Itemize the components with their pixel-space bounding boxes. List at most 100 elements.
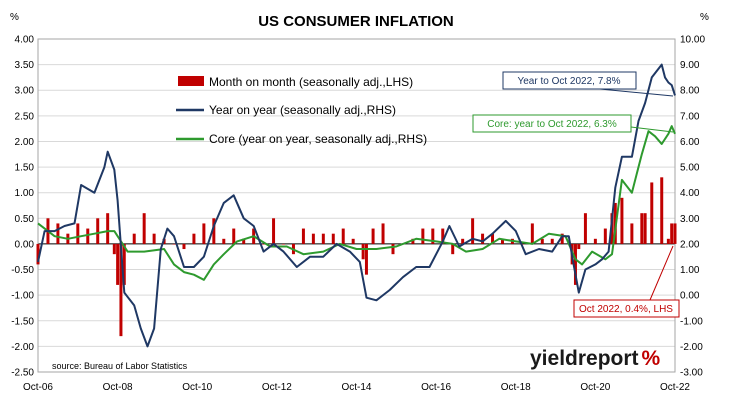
left-tick-label: -2.50 <box>11 368 34 379</box>
callout-core-text: Core: year to Oct 2022, 6.3% <box>487 119 617 130</box>
x-tick-label: Oct-12 <box>262 382 292 393</box>
mom-bar <box>666 238 670 244</box>
mom-bar <box>119 243 123 337</box>
mom-bar <box>643 213 647 244</box>
right-tick-label: 3.00 <box>680 214 700 225</box>
mom-bar <box>36 243 40 265</box>
x-tick-label: Oct-06 <box>23 382 53 393</box>
mom-bar <box>411 238 415 244</box>
mom-bar <box>451 243 455 255</box>
mom-bar <box>491 233 495 244</box>
mom-bar <box>500 238 504 244</box>
mom-bar <box>583 213 587 244</box>
mom-bar <box>660 177 664 244</box>
mom-bar <box>640 213 644 244</box>
month-on-month-bars <box>36 177 677 337</box>
right-tick-label: 9.00 <box>680 60 700 71</box>
mom-bar <box>182 243 186 250</box>
x-tick-label: Oct-20 <box>580 382 610 393</box>
callout-mom-text: Oct 2022, 0.4%, LHS <box>579 304 673 315</box>
mom-bar <box>232 228 236 244</box>
legend: Month on month (seasonally adj.,LHS) Yea… <box>176 75 427 146</box>
mom-bar <box>331 233 335 244</box>
x-tick-label: Oct-14 <box>341 382 371 393</box>
callout-mom-leader <box>649 245 674 301</box>
mom-bar <box>673 223 677 244</box>
legend-label-core: Core (year on year, seasonally adj.,RHS) <box>209 132 427 146</box>
mom-bar <box>116 243 120 285</box>
mom-bar <box>670 223 674 244</box>
x-tick-label: Oct-22 <box>660 382 690 393</box>
mom-bar <box>540 238 544 244</box>
left-tick-label: 4.00 <box>15 35 35 46</box>
right-tick-label: -3.00 <box>680 368 703 379</box>
x-tick-label: Oct-16 <box>421 382 451 393</box>
left-tick-label: 0.00 <box>15 239 35 250</box>
mom-bar <box>272 218 276 244</box>
plot-area-border <box>37 38 676 373</box>
mom-bar <box>112 243 116 255</box>
callout-core-box <box>472 114 632 133</box>
mom-bar <box>593 238 597 244</box>
callout-core-leader <box>630 126 674 133</box>
left-tick-label: 3.00 <box>15 86 35 97</box>
left-tick-label: 2.50 <box>15 111 35 122</box>
mom-bar <box>577 243 581 250</box>
mom-bar <box>603 228 607 244</box>
right-tick-label: -2.00 <box>680 342 703 353</box>
right-tick-label: 0.00 <box>680 291 700 302</box>
callout-yoy-box <box>502 71 637 90</box>
mom-bar <box>630 223 634 244</box>
mom-bar <box>106 213 110 244</box>
mom-bar <box>431 228 435 244</box>
legend-label-mom: Month on month (seasonally adj.,LHS) <box>209 75 413 89</box>
mom-bar <box>301 228 305 244</box>
mom-bar <box>381 223 385 244</box>
callout-core: Core: year to Oct 2022, 6.3% <box>472 114 674 133</box>
right-tick-label: 8.00 <box>680 86 700 97</box>
mom-bar <box>560 233 564 244</box>
callout-yoy-text: Year to Oct 2022, 7.8% <box>517 76 620 87</box>
mom-bar <box>142 213 146 244</box>
mom-bar <box>152 233 156 244</box>
callout-mom-box <box>573 299 680 318</box>
mom-bar <box>663 243 667 245</box>
right-tick-label: 4.00 <box>680 188 700 199</box>
mom-bar <box>351 238 355 244</box>
callout-yoy-leader <box>599 88 674 97</box>
callout-yoy: Year to Oct 2022, 7.8% <box>502 71 674 97</box>
mom-bar <box>96 218 100 244</box>
left-tick-label: -0.50 <box>11 265 34 276</box>
callout-mom: Oct 2022, 0.4%, LHS <box>573 245 680 318</box>
right-axis-unit: % <box>700 12 709 23</box>
brand-percent-symbol: % <box>642 347 661 370</box>
mom-bar <box>222 238 226 244</box>
axis-labels: 4.00 3.50 3.00 2.50 2.00 1.50 1.00 0.50 0.00 -0.5… <box>11 35 705 394</box>
mom-bar <box>76 223 80 244</box>
mom-bar <box>530 223 534 244</box>
right-tick-label: 1.00 <box>680 265 700 276</box>
right-tick-label: 5.00 <box>680 163 700 174</box>
mom-bar <box>620 197 624 244</box>
chart-title: US CONSUMER INFLATION <box>258 13 454 30</box>
brand-word-bold: report <box>578 347 639 370</box>
left-tick-label: 1.50 <box>15 163 35 174</box>
mom-bar <box>441 228 445 244</box>
x-tick-label: Oct-18 <box>501 382 531 393</box>
mom-bar <box>361 243 365 260</box>
right-tick-label: -1.00 <box>680 316 703 327</box>
mom-bar <box>262 243 266 245</box>
left-tick-label: 0.50 <box>15 214 35 225</box>
mom-bar <box>242 238 246 244</box>
mom-bar <box>202 223 206 244</box>
left-tick-label: 1.00 <box>15 188 35 199</box>
mom-bar <box>172 243 176 245</box>
mom-bar <box>573 243 577 285</box>
right-tick-label: 6.00 <box>680 137 700 148</box>
left-tick-label: -2.00 <box>11 342 34 353</box>
x-tick-label: Oct-10 <box>182 382 212 393</box>
mom-bar <box>321 233 325 244</box>
brand-wordmark: yieldreport% <box>530 347 661 370</box>
mom-bar <box>371 228 375 244</box>
brand-word-light: yield <box>530 347 578 370</box>
